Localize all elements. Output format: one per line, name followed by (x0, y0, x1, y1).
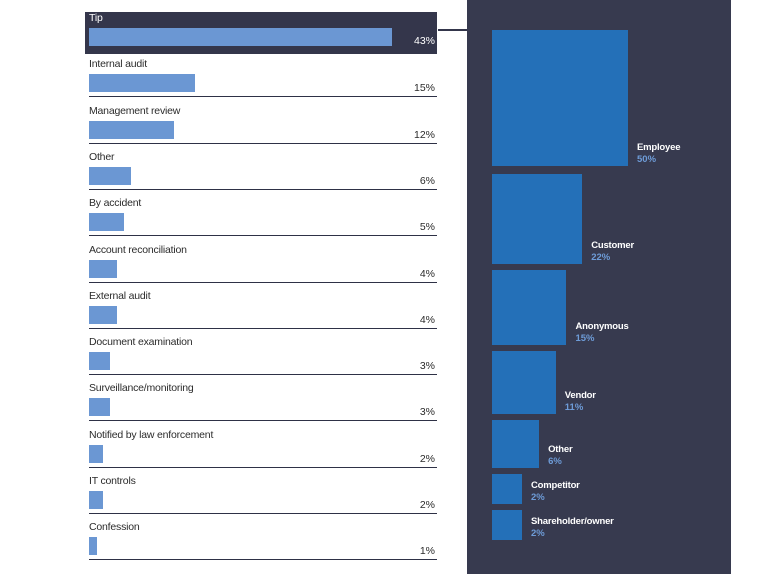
bar-label: Surveillance/monitoring (89, 382, 194, 394)
bar (89, 352, 111, 370)
row-divider (89, 559, 437, 560)
bar-label: By accident (89, 197, 142, 209)
bar-label: Other (89, 151, 115, 163)
bar-label: Document examination (89, 336, 193, 348)
bar-value-label: 2% (419, 453, 435, 465)
bar (89, 28, 392, 46)
row-divider (89, 189, 437, 190)
row-divider (89, 467, 437, 468)
bar-row: Internal audit 15% (85, 58, 437, 98)
bar-value-label: 4% (419, 314, 435, 326)
row-divider (89, 328, 437, 329)
row-divider (89, 282, 437, 283)
bar-value-label: 4% (419, 268, 435, 280)
bar-row: IT controls 2% (85, 475, 437, 515)
tip-connector-line (438, 29, 490, 31)
tip-source-panel (467, 0, 731, 574)
row-divider (89, 420, 437, 421)
bar-value-label: 1% (419, 545, 435, 557)
bar-label: Internal audit (89, 58, 147, 70)
bar-row: By accident 5% (85, 197, 437, 237)
bar-value-label: 15% (413, 82, 435, 94)
bar-row: Surveillance/monitoring 3% (85, 382, 437, 422)
row-divider (89, 96, 437, 97)
bar (89, 260, 118, 278)
bar-value-label: 5% (419, 221, 435, 233)
bar-label: Management review (89, 105, 181, 117)
bar-value-label: 2% (419, 499, 435, 511)
bar-value-label: 12% (413, 129, 435, 141)
bar-row: Management review 12% (85, 105, 437, 145)
bar-label: Account reconciliation (89, 244, 187, 256)
bar-row: External audit 4% (85, 290, 437, 330)
bar (89, 491, 104, 509)
bar-value-label: 43% (413, 35, 435, 47)
bar (89, 398, 111, 416)
bar-row: Other 6% (85, 151, 437, 191)
bar (89, 167, 132, 185)
bar (89, 74, 195, 92)
row-divider (89, 235, 437, 236)
bar-row: Confession 1% (85, 521, 437, 561)
bar (89, 445, 104, 463)
bar-label: Notified by law enforcement (89, 429, 214, 441)
bar-row: Account reconciliation 4% (85, 244, 437, 284)
bar (89, 537, 97, 555)
bar-label: IT controls (89, 475, 136, 487)
bar-label: External audit (89, 290, 151, 302)
bar-row: Document examination 3% (85, 336, 437, 376)
row-divider (89, 513, 437, 514)
bar-value-label: 3% (419, 406, 435, 418)
bar-value-label: 6% (419, 175, 435, 187)
bar (89, 306, 118, 324)
row-divider (89, 143, 437, 144)
bar-row: Notified by law enforcement 2% (85, 429, 437, 469)
bar-label: Confession (89, 521, 140, 533)
bar (89, 213, 125, 231)
row-divider (89, 374, 437, 375)
bar (89, 121, 174, 139)
bar-value-label: 3% (419, 360, 435, 372)
bar-row: Tip 43% (84, 11, 438, 55)
bar-label: Tip (89, 12, 103, 24)
